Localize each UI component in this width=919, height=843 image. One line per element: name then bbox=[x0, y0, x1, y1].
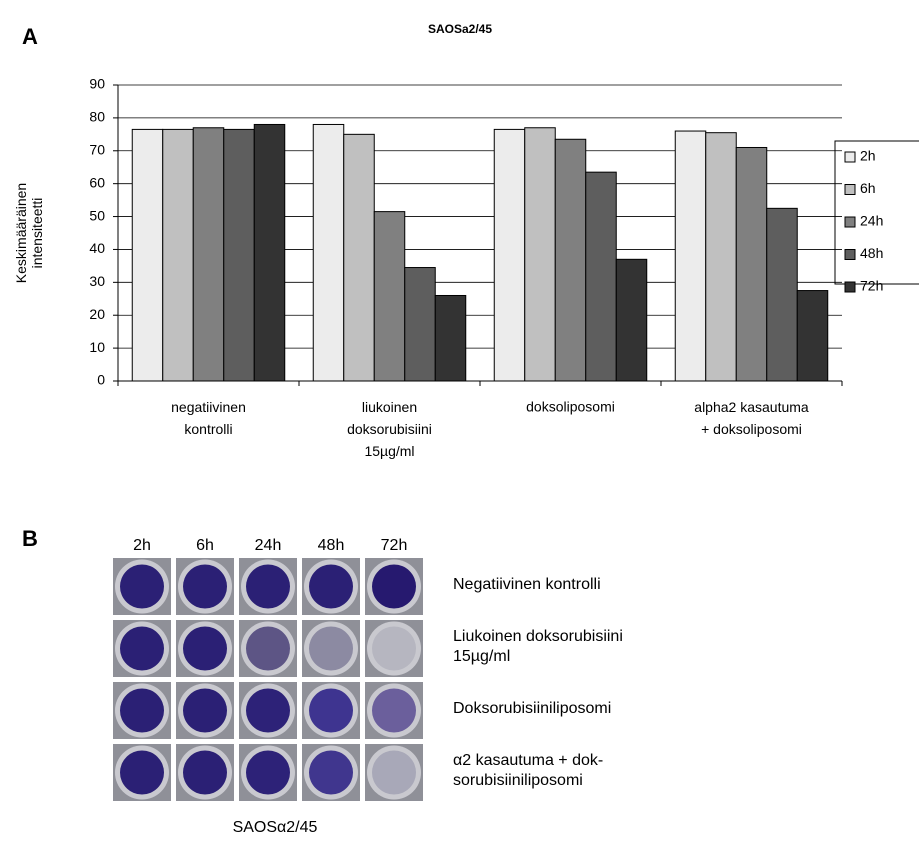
legend-label: 6h bbox=[860, 180, 876, 196]
bar bbox=[435, 295, 466, 381]
bar bbox=[224, 129, 255, 381]
y-tick-label: 50 bbox=[89, 207, 105, 223]
well bbox=[246, 627, 290, 671]
bar bbox=[616, 259, 647, 381]
legend-swatch bbox=[845, 282, 855, 292]
chart-title: SAOSa2/45 bbox=[428, 22, 492, 36]
panel-label: A bbox=[22, 24, 38, 49]
well bbox=[309, 565, 353, 609]
legend-label: 48h bbox=[860, 245, 883, 261]
bar bbox=[525, 128, 556, 381]
bar bbox=[675, 131, 706, 381]
bar bbox=[494, 129, 525, 381]
well bbox=[309, 689, 353, 733]
well bbox=[183, 565, 227, 609]
y-tick-label: 80 bbox=[89, 109, 105, 125]
bar bbox=[193, 128, 224, 381]
bar bbox=[374, 212, 405, 381]
well bbox=[309, 627, 353, 671]
y-tick-label: 10 bbox=[89, 339, 105, 355]
bar bbox=[254, 124, 285, 381]
y-tick-label: 90 bbox=[89, 76, 105, 92]
column-header: 48h bbox=[318, 537, 345, 554]
column-header: 24h bbox=[255, 537, 282, 554]
well bbox=[120, 751, 164, 795]
legend-swatch bbox=[845, 217, 855, 227]
y-tick-label: 30 bbox=[89, 273, 105, 289]
well bbox=[372, 565, 416, 609]
x-tick-label: alpha2 kasautuma+ doksoliposomi bbox=[694, 399, 809, 437]
y-tick-label: 20 bbox=[89, 306, 105, 322]
column-header: 72h bbox=[381, 537, 408, 554]
figure: A B SAOSa2/45 0 10 20 30 40 50 60 70 80 90 Keskimä… bbox=[0, 0, 919, 843]
well bbox=[120, 565, 164, 609]
bar bbox=[163, 129, 194, 381]
column-header: 2h bbox=[133, 537, 151, 554]
bar bbox=[555, 139, 586, 381]
bar bbox=[344, 134, 375, 381]
legend-swatch bbox=[845, 152, 855, 162]
legend-label: 72h bbox=[860, 278, 883, 294]
y-axis-title: Keskimääräinenintensiteetti bbox=[13, 183, 45, 283]
well bbox=[246, 565, 290, 609]
row-label: Negatiivinen kontrolli bbox=[453, 576, 601, 593]
well bbox=[246, 751, 290, 795]
row-label: Doksorubisiiniliposomi bbox=[453, 700, 611, 717]
well bbox=[309, 751, 353, 795]
legend-swatch bbox=[845, 250, 855, 260]
column-header: 6h bbox=[196, 537, 214, 554]
y-tick-label: 60 bbox=[89, 174, 105, 190]
well bbox=[372, 751, 416, 795]
panel-label: B bbox=[22, 526, 38, 551]
legend-label: 24h bbox=[860, 213, 883, 229]
bar bbox=[313, 124, 344, 381]
well bbox=[120, 689, 164, 733]
bar bbox=[586, 172, 617, 381]
well bbox=[372, 689, 416, 733]
well bbox=[246, 689, 290, 733]
y-tick-label: 0 bbox=[97, 372, 105, 388]
row-label: α2 kasautuma + dok-sorubisiiniliposomi bbox=[453, 752, 603, 789]
bar bbox=[736, 147, 767, 381]
well bbox=[183, 751, 227, 795]
bar bbox=[767, 208, 798, 381]
legend-label: 2h bbox=[860, 148, 876, 164]
bar bbox=[405, 268, 436, 381]
bar bbox=[706, 133, 737, 381]
y-tick-label: 40 bbox=[89, 240, 105, 256]
well-caption: SAOSα2/45 bbox=[233, 819, 318, 836]
y-tick-label: 70 bbox=[89, 141, 105, 157]
bar bbox=[797, 291, 828, 381]
well bbox=[120, 627, 164, 671]
well bbox=[372, 627, 416, 671]
well bbox=[183, 627, 227, 671]
legend-swatch bbox=[845, 185, 855, 195]
x-tick-label: doksoliposomi bbox=[526, 399, 615, 415]
bar bbox=[132, 129, 163, 381]
well bbox=[183, 689, 227, 733]
